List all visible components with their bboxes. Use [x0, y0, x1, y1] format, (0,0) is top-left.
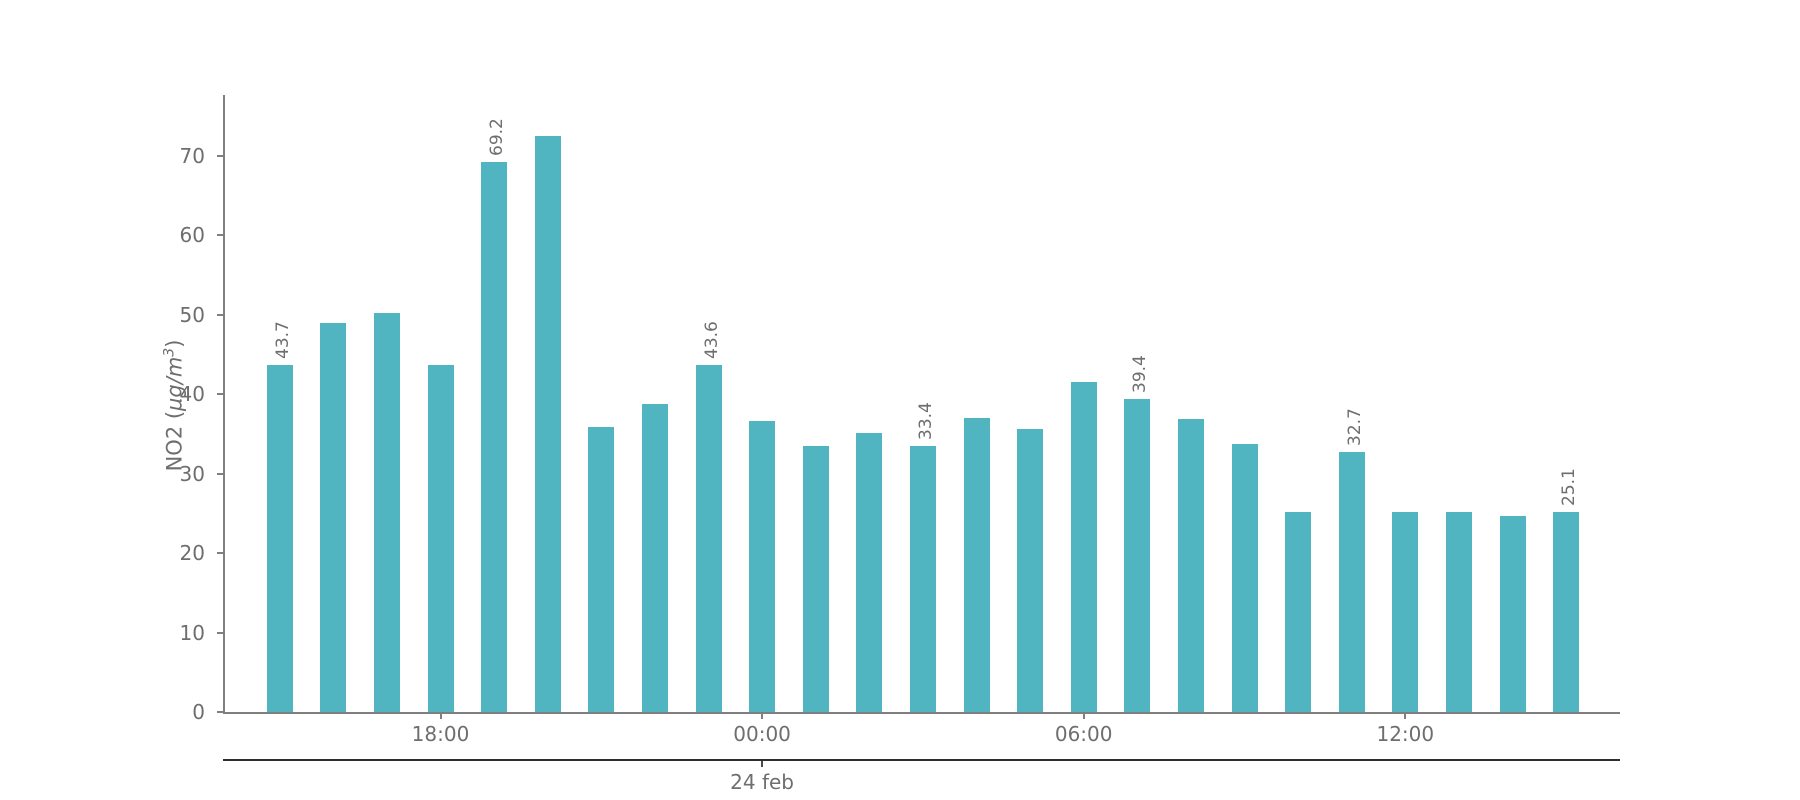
x-tick — [1404, 712, 1407, 719]
bar: 25.1 — [1553, 469, 1580, 712]
bar-value-label: 25.1 — [1559, 468, 1580, 507]
y-tick — [217, 234, 223, 236]
bar — [1177, 419, 1204, 712]
bar-value-label: 69.2 — [487, 118, 508, 156]
x-tick — [761, 712, 764, 719]
date-axis — [223, 759, 1620, 761]
bar-value-label: 33.4 — [915, 402, 936, 441]
bar: 69.2 — [481, 118, 508, 712]
bar-value-label: 43.6 — [701, 321, 722, 360]
bar — [1285, 512, 1312, 712]
bar — [749, 421, 776, 712]
bar: 43.7 — [266, 321, 293, 712]
y-axis-label-superscript: 3 — [161, 347, 178, 357]
x-axis-spine — [223, 712, 1620, 714]
y-tick — [217, 472, 223, 475]
bar: 43.6 — [695, 322, 722, 712]
y-axis-label-suffix: ) — [162, 339, 187, 348]
bar: 32.7 — [1338, 408, 1365, 712]
bar — [1070, 382, 1097, 712]
x-tick-label: 18:00 — [411, 722, 470, 746]
y-tick — [217, 711, 223, 713]
y-tick-label: 40 — [179, 382, 205, 406]
bar — [1231, 444, 1258, 712]
bar — [1392, 511, 1419, 712]
y-tick-label: 30 — [179, 461, 205, 486]
bar — [534, 135, 561, 712]
y-axis-spine — [223, 95, 225, 714]
y-tick — [217, 313, 223, 316]
y-tick-label: 10 — [179, 620, 205, 645]
x-tick-label: 12:00 — [1376, 722, 1435, 746]
y-tick-label: 70 — [179, 143, 205, 168]
bar — [373, 312, 400, 712]
bar-value-label: 43.7 — [272, 320, 293, 359]
bar — [641, 404, 668, 712]
bar — [856, 432, 883, 712]
x-tick-label: 00:00 — [733, 722, 791, 746]
bar — [427, 365, 454, 712]
bar: 33.4 — [909, 403, 936, 712]
x-tick-label: 06:00 — [1054, 722, 1113, 746]
bar-value-label: 32.7 — [1344, 408, 1365, 447]
y-tick — [217, 631, 223, 634]
bar — [1017, 428, 1044, 712]
bar — [802, 445, 829, 712]
y-tick — [217, 393, 223, 395]
y-tick-label: 50 — [179, 302, 205, 327]
date-axis-tick — [761, 761, 764, 767]
bar — [1445, 511, 1472, 712]
y-tick — [217, 154, 223, 157]
x-tick — [1082, 712, 1085, 719]
bar: 39.4 — [1124, 355, 1151, 712]
date-label: 24 feb — [730, 770, 795, 794]
y-tick-label: 0 — [192, 700, 205, 724]
bar — [320, 323, 347, 712]
bar — [588, 427, 615, 712]
y-tick-label: 20 — [179, 541, 205, 565]
bar — [963, 417, 990, 712]
y-tick — [217, 552, 223, 554]
y-tick-label: 60 — [179, 223, 205, 247]
bar-value-label: 39.4 — [1130, 354, 1151, 393]
x-tick — [439, 712, 442, 719]
bar — [1499, 516, 1526, 712]
